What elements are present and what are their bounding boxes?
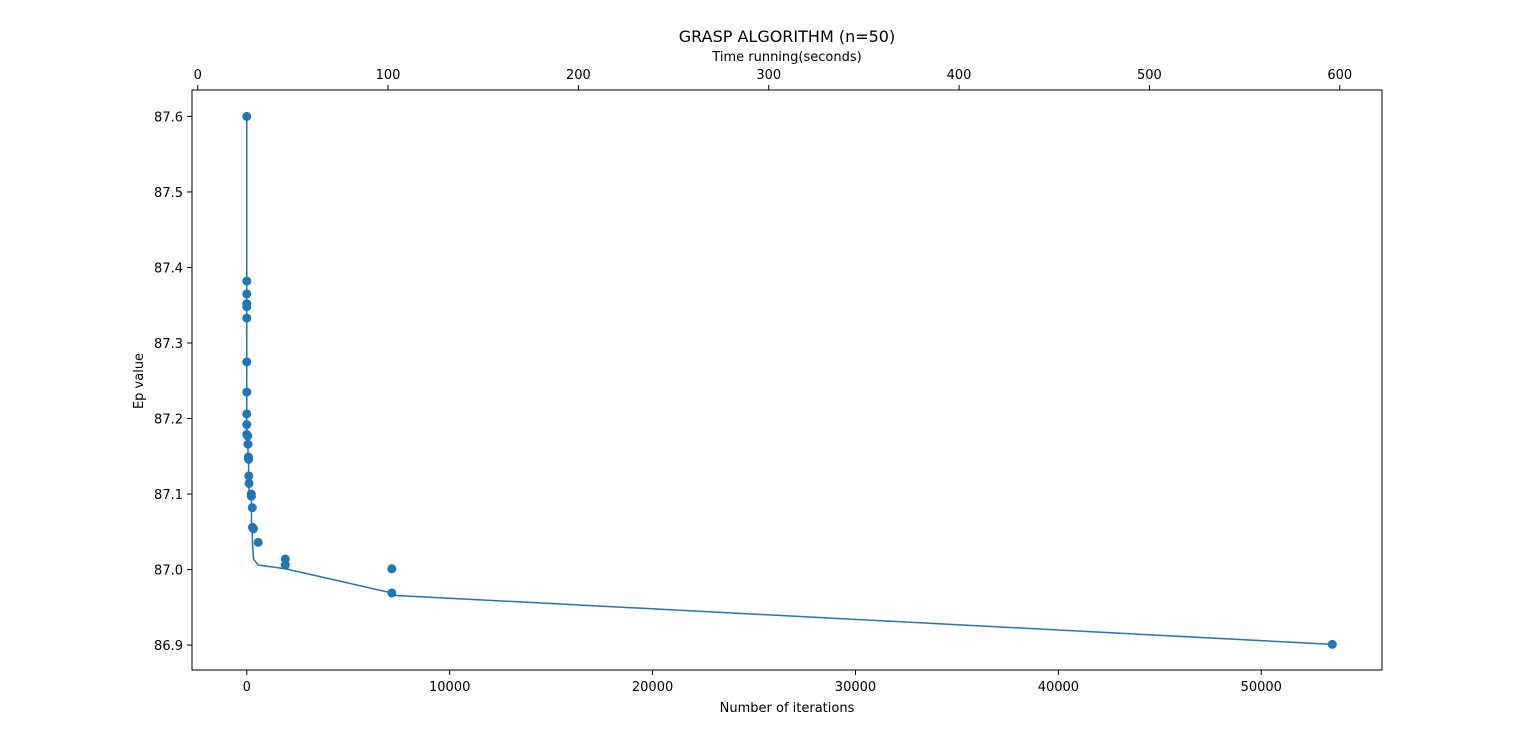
x-tick-label: 10000 [429,680,470,695]
y-tick-label: 87.3 [154,337,183,352]
data-point [244,455,253,464]
x-tick-label: 50000 [1241,680,1282,695]
x-tick-label: 30000 [835,680,876,695]
data-point [242,314,251,323]
x-axis-title: Number of iterations [720,701,855,716]
x-tick-label: 40000 [1038,680,1079,695]
series-line [247,116,1333,644]
y-tick-label: 87.6 [154,110,183,125]
y-tick-label: 86.9 [154,639,183,654]
y-tick-label: 87.4 [154,261,183,276]
data-point [248,503,257,512]
data-point [244,440,253,449]
x2-axis-title: Time running(seconds) [711,50,861,65]
data-point [242,409,251,418]
data-point [242,357,251,366]
y-tick-label: 87.1 [154,488,183,503]
x2-tick-label: 200 [566,68,591,83]
data-point [242,302,251,311]
data-point [242,277,251,286]
data-point [387,588,396,597]
x2-tick-label: 600 [1327,68,1352,83]
data-point [242,420,251,429]
data-point [254,538,263,547]
x2-tick-label: 400 [947,68,972,83]
data-point [242,289,251,298]
data-point [247,492,256,501]
axis-ticks: 0 10000 20000 30000 40000 50000 0 100 200 300 400 5… [154,68,1352,695]
data-point [387,564,396,573]
x2-tick-label: 300 [756,68,781,83]
data-point [242,388,251,397]
plot-frame [192,90,1382,670]
data-point [245,479,254,488]
x-tick-label: 20000 [632,680,673,695]
y-tick-label: 87.0 [154,564,183,579]
y-axis-title: Ep value [132,353,147,409]
y-tick-label: 87.2 [154,413,183,428]
x2-tick-label: 0 [194,68,202,83]
data-point [242,112,251,121]
x2-tick-label: 100 [376,68,401,83]
chart-title: GRASP ALGORITHM (n=50) [679,27,895,46]
y-tick-label: 87.5 [154,186,183,201]
data-point [243,431,252,440]
data-point [281,561,290,570]
plot-area [242,112,1337,649]
data-point [249,524,258,533]
data-point [1328,640,1337,649]
x2-tick-label: 500 [1137,68,1162,83]
x-tick-label: 0 [243,680,251,695]
